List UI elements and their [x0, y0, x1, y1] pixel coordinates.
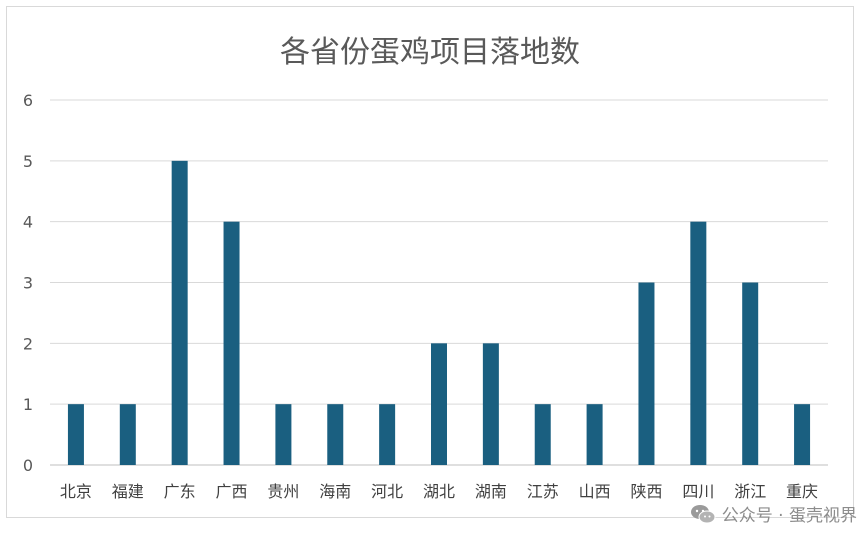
- y-axis-ticks: 0 1 2 3 4 5 6: [23, 91, 33, 475]
- x-tick-label: 江苏: [527, 482, 559, 501]
- bar: [171, 160, 188, 466]
- y-tick-label: 2: [23, 334, 33, 353]
- x-tick-label: 湖北: [423, 482, 455, 501]
- x-tick-label: 陕西: [630, 482, 662, 501]
- x-tick-label: 海南: [319, 482, 351, 501]
- bar: [67, 404, 84, 465]
- bar: [223, 221, 240, 465]
- bar: [431, 343, 447, 465]
- bar: [586, 404, 603, 465]
- chart-title: 各省份蛋鸡项目落地数: [280, 35, 580, 70]
- x-tick-label: 河北: [371, 482, 403, 501]
- x-tick-label: 广西: [216, 482, 248, 501]
- bars: [67, 160, 811, 466]
- x-axis-ticks: 北京 福建 广东 广西 贵州 海南 河北 湖北 湖南 江苏 山西 陕西 四川 浙江 重庆: [60, 482, 818, 501]
- bar: [742, 282, 759, 465]
- bar: [794, 404, 811, 465]
- bar: [327, 404, 344, 465]
- bar: [534, 404, 551, 465]
- y-tick-label: 3: [23, 274, 33, 293]
- x-tick-label: 重庆: [786, 482, 818, 501]
- watermark-text: 公众号 · 蛋壳视界: [721, 506, 857, 526]
- bar: [379, 404, 396, 465]
- watermark: 公众号 · 蛋壳视界: [690, 501, 857, 526]
- y-tick-label: 1: [23, 395, 33, 414]
- x-tick-label: 北京: [60, 482, 92, 501]
- bar: [275, 404, 292, 465]
- y-tick-label: 0: [23, 456, 33, 475]
- y-tick-label: 4: [23, 213, 33, 232]
- wechat-icon: [690, 504, 716, 523]
- bar: [690, 221, 707, 465]
- y-tick-label: 6: [23, 91, 33, 110]
- x-tick-label: 四川: [682, 482, 714, 501]
- bar: [638, 282, 655, 465]
- bar: [119, 404, 136, 465]
- x-tick-label: 浙江: [734, 482, 766, 501]
- x-tick-label: 广东: [164, 482, 196, 501]
- x-tick-label: 贵州: [267, 482, 299, 501]
- x-tick-label: 福建: [112, 482, 144, 501]
- chart-frame: [6, 6, 854, 518]
- x-tick-label: 山西: [579, 482, 611, 501]
- bar: [482, 343, 499, 465]
- y-tick-label: 5: [23, 152, 33, 171]
- x-tick-label: 湖南: [475, 482, 507, 501]
